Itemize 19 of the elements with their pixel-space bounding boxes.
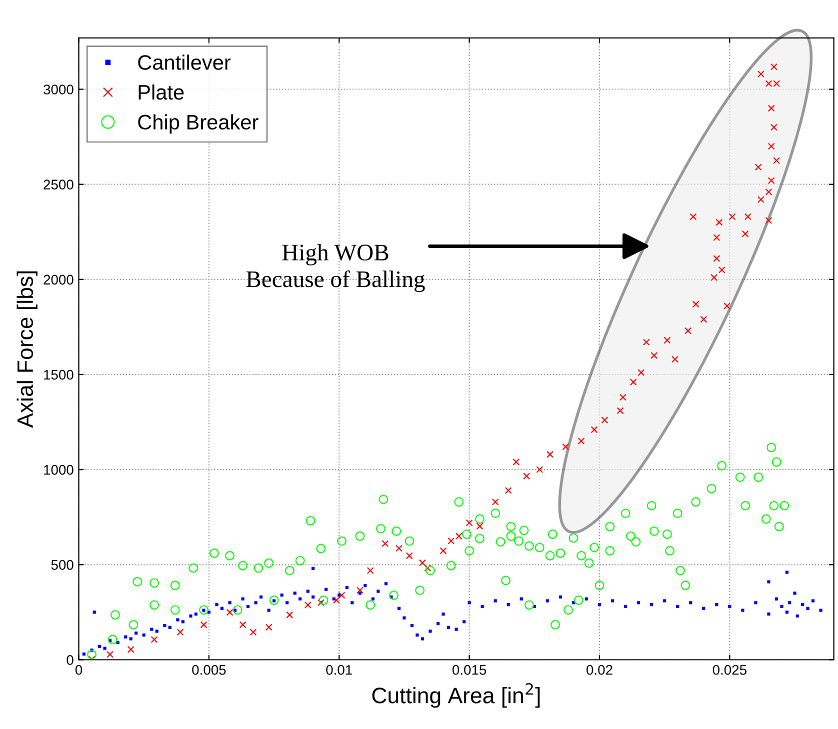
y-tick-label: 1500 [44,370,74,380]
annotation: High WOB Because of Balling [246,244,425,292]
y-tick-label: 2000 [44,274,74,285]
y-tick-label: 2500 [44,180,74,190]
x-axis-title: Cutting Area [in$^{2}$] [372,683,540,708]
x-tick-label: 0.005 [192,664,226,675]
legend-label: Chip Breaker [138,114,258,134]
x-tick-label: 0 [75,664,82,675]
y-tick-label: 0 [66,655,74,665]
x-tick-label: 0.015 [452,664,486,675]
legend-label: Cantilever [138,54,231,70]
x-tick-label: 0.025 [712,664,746,675]
y-tick-label: 3000 [44,84,74,94]
y-tick-label: 1000 [44,464,74,475]
y-axis-title: Axial Force [lbs] [16,271,38,428]
y-tick-label: 500 [51,560,74,570]
legend-label: Plate [138,84,184,100]
x-tick-label: 0.01 [326,664,352,675]
x-tick-label: 0.02 [586,664,612,675]
